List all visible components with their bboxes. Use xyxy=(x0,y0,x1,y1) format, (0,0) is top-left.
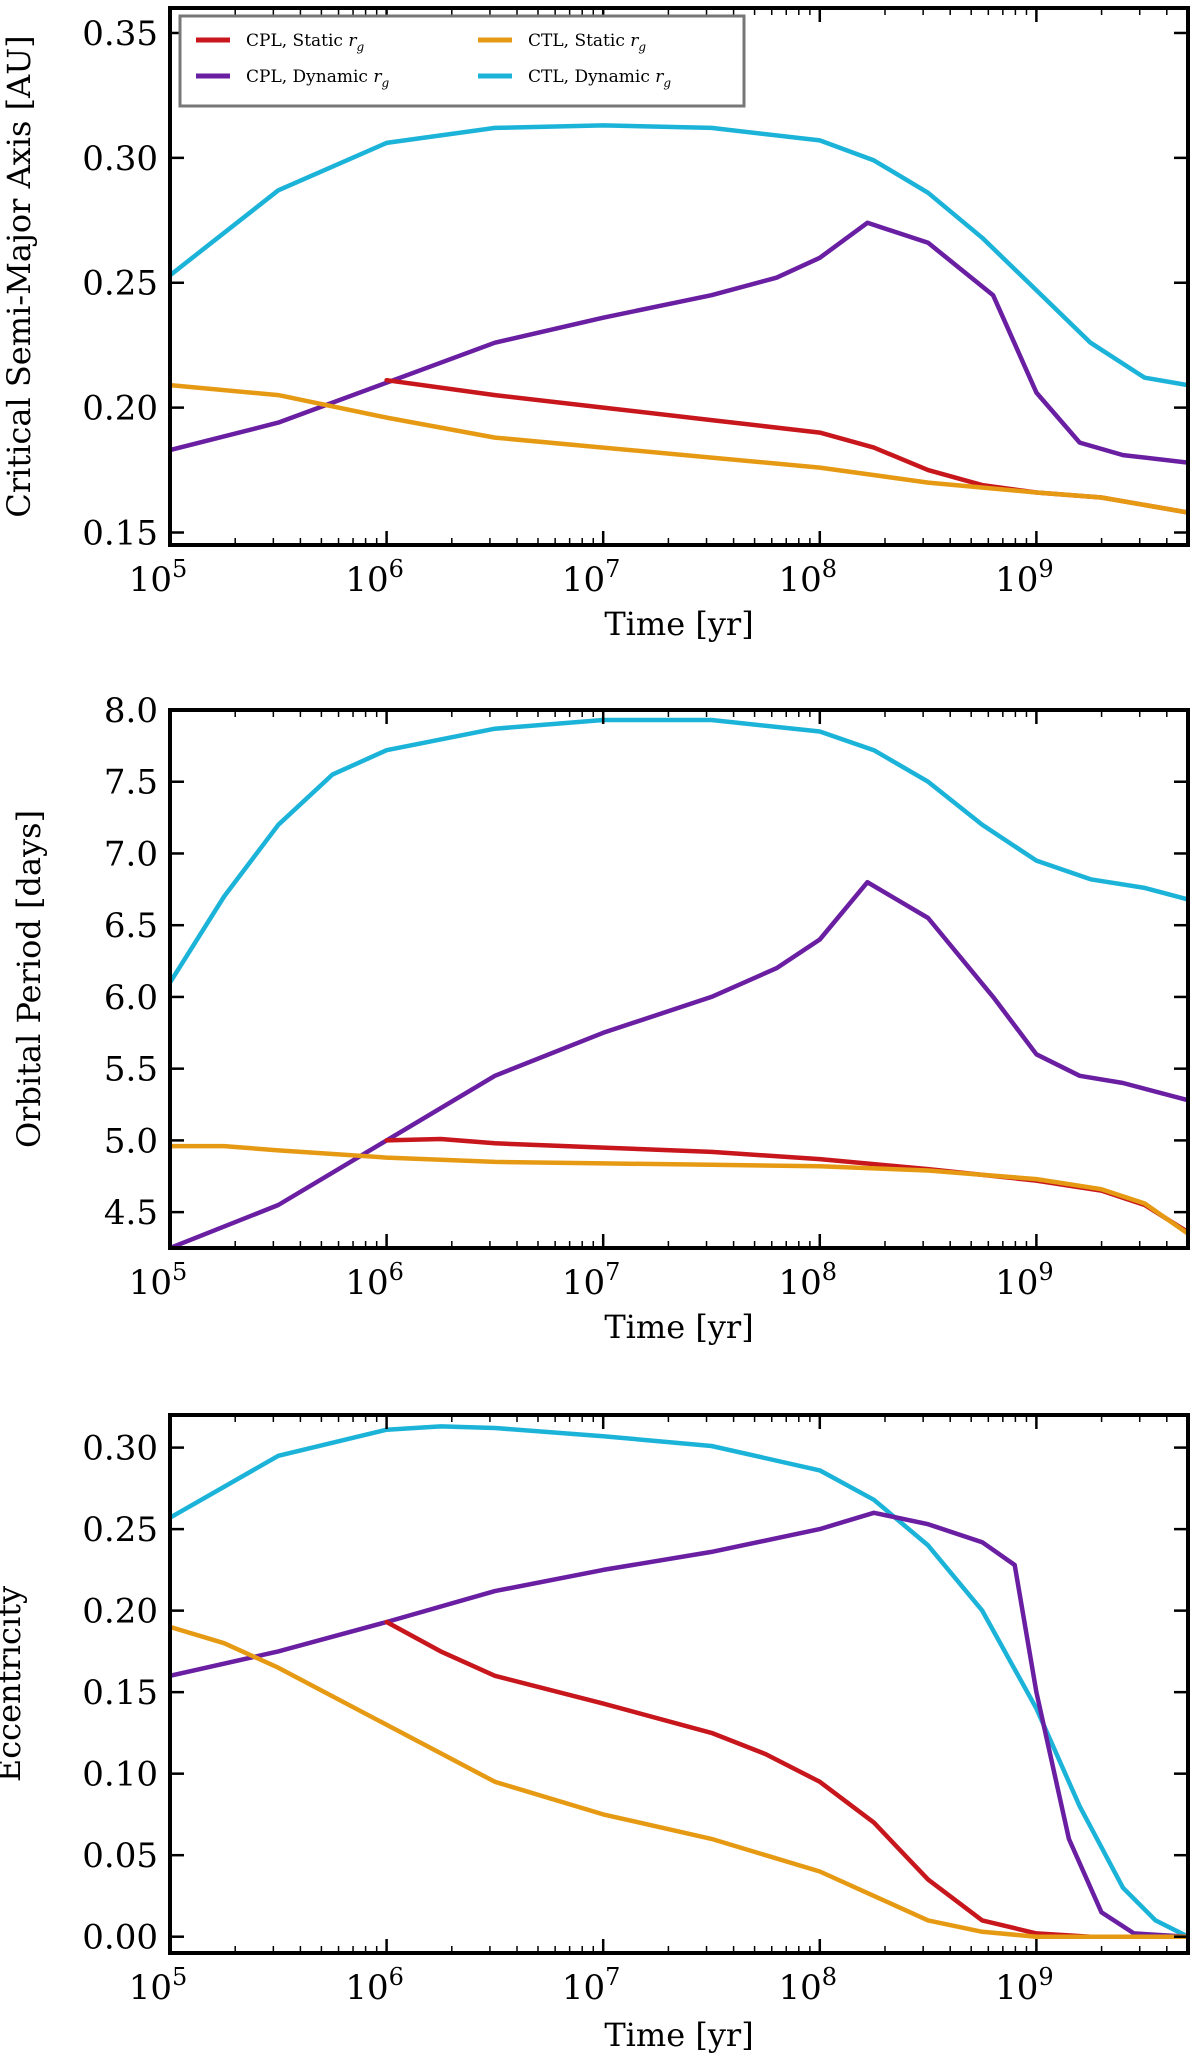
x-tick-label: 109 xyxy=(995,1258,1054,1303)
y-axis-label: Orbital Period [days] xyxy=(10,810,48,1148)
y-tick-label: 7.0 xyxy=(104,834,158,874)
y-tick-label: 0.15 xyxy=(82,514,158,554)
x-tick-label: 105 xyxy=(129,1258,188,1303)
x-tick-label: 105 xyxy=(129,555,188,600)
x-axis-label: Time [yr] xyxy=(604,1308,753,1346)
legend: CPL, Static rg CPL, Dynamic rg CTL, Static… xyxy=(178,14,746,108)
y-tick-label: 0.25 xyxy=(82,1510,158,1550)
y-tick-label: 5.5 xyxy=(104,1050,158,1090)
legend-label: CPL, Dynamic rg xyxy=(246,67,389,90)
plot-frame xyxy=(168,708,1190,1250)
y-tick-label: 0.00 xyxy=(82,1918,158,1958)
x-tick-label: 109 xyxy=(995,1963,1054,2008)
x-tick-label: 105 xyxy=(129,1963,188,2008)
series-group xyxy=(170,1424,1188,1939)
legend-label: CTL, Static rg xyxy=(528,31,646,54)
y-tick-label: 6.0 xyxy=(104,978,158,1018)
series-line-ctl-dynamic xyxy=(170,717,1188,985)
x-tick-label: 106 xyxy=(345,1258,404,1303)
y-tick-label: 0.20 xyxy=(82,1592,158,1632)
y-tick-label: 0.35 xyxy=(82,14,158,54)
y-tick-label: 0.05 xyxy=(82,1836,158,1876)
series-line-ctl-static xyxy=(170,382,1188,515)
series-line-cpl-dynamic xyxy=(170,1510,1188,1939)
x-tick-label: 107 xyxy=(562,555,621,600)
x-tick-label: 107 xyxy=(562,1963,621,2008)
x-tick-label: 109 xyxy=(995,555,1054,600)
y-tick-label: 0.30 xyxy=(82,139,158,179)
legend-box xyxy=(178,14,746,108)
series-line-cpl-dynamic xyxy=(170,220,1188,465)
x-tick-label: 107 xyxy=(562,1258,621,1303)
y-tick-label: 5.0 xyxy=(104,1121,158,1161)
series-group xyxy=(170,717,1188,1248)
x-axis-label: Time [yr] xyxy=(604,605,753,643)
y-tick-label: 0.15 xyxy=(82,1673,158,1713)
y-axis-label: Critical Semi-Major Axis [AU] xyxy=(0,35,38,517)
series-line-ctl-static xyxy=(170,1143,1188,1236)
x-tick-label: 108 xyxy=(779,1963,838,2008)
panel-2: 105 106 107 108 109 4.5 5.0 5.5 6.0 6.5 7.0 7.5 8.0 T… xyxy=(10,691,1190,1346)
series-line-cpl-dynamic xyxy=(170,879,1188,1248)
y-tick-label: 8.0 xyxy=(104,691,158,731)
y-tick-label: 0.20 xyxy=(82,389,158,429)
x-tick-label: 108 xyxy=(779,1258,838,1303)
x-tick-label: 106 xyxy=(345,555,404,600)
x-axis-label: Time [yr] xyxy=(604,2016,753,2054)
y-tick-label: 4.5 xyxy=(104,1193,158,1233)
panel-1: 105 106 107 108 109 0.15 0.20 0.25 0.30 0.35 Time … xyxy=(0,6,1190,643)
y-tick-label: 6.5 xyxy=(104,906,158,946)
y-tick-label: 0.30 xyxy=(82,1429,158,1469)
y-axis-label: Eccentricity xyxy=(0,1586,28,1782)
series-line-cpl-static xyxy=(384,1619,1188,1939)
y-tick-label: 7.5 xyxy=(104,763,158,803)
x-tick-label: 108 xyxy=(779,555,838,600)
plot-frame xyxy=(168,6,1190,547)
series-line-cpl-static xyxy=(384,377,1188,515)
y-tick-label: 0.25 xyxy=(82,264,158,304)
panel-3: 105 106 107 108 109 0.00 0.05 0.10 0.15 0.20 0.25 0… xyxy=(0,1413,1190,2054)
y-tick-label: 0.10 xyxy=(82,1755,158,1795)
plot-frame xyxy=(168,1413,1190,1955)
series-group xyxy=(170,123,1188,515)
x-tick-label: 106 xyxy=(345,1963,404,2008)
series-line-ctl-dynamic xyxy=(170,123,1188,388)
legend-label: CTL, Dynamic rg xyxy=(528,67,671,90)
series-line-ctl-static xyxy=(170,1624,1188,1939)
series-line-ctl-dynamic xyxy=(170,1424,1188,1939)
legend-label: CPL, Static rg xyxy=(246,31,365,54)
